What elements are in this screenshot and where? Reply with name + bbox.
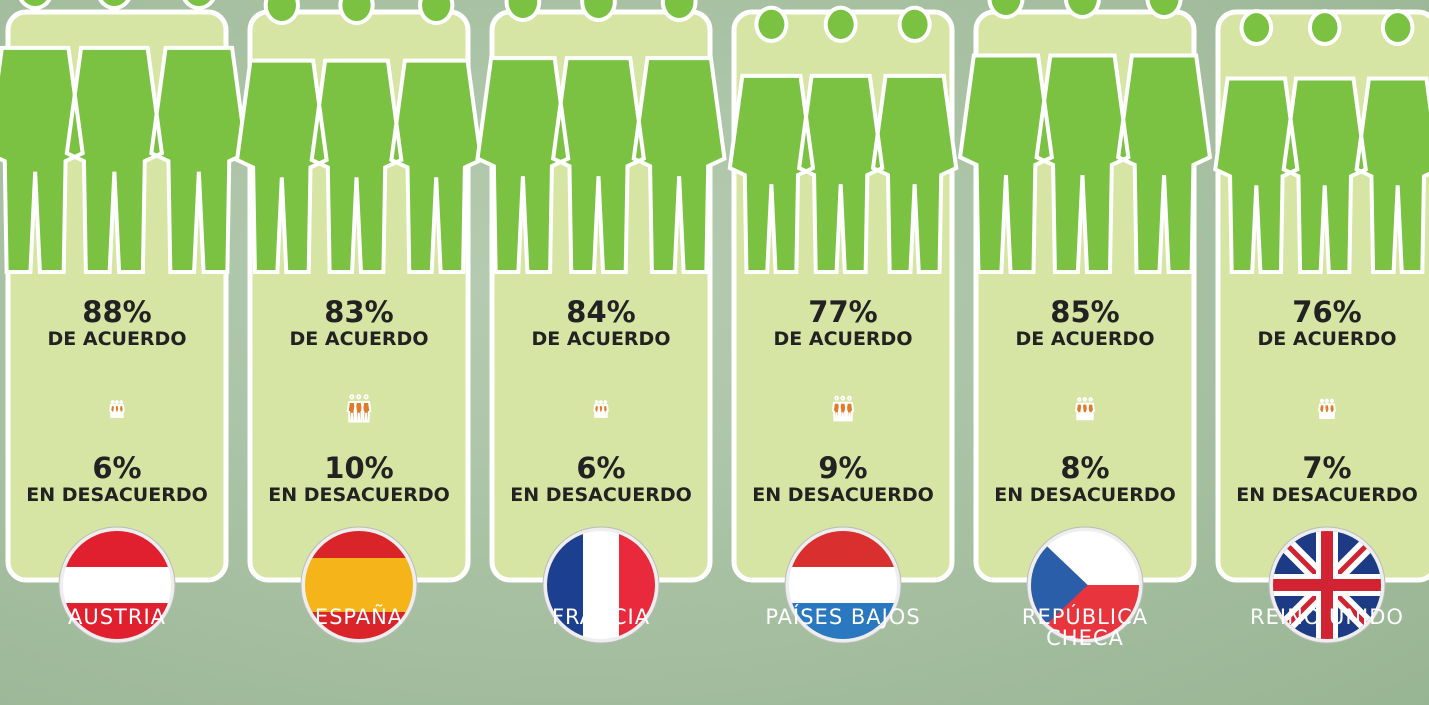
agree-value: 88% (82, 295, 151, 329)
flag-part (1321, 531, 1333, 639)
disagree-figures (831, 395, 855, 422)
disagree-label: EN DESACUERDO (752, 484, 934, 506)
agree-value: 83% (324, 295, 393, 329)
disagree-value: 10% (324, 451, 393, 485)
agree-label: DE ACUERDO (774, 328, 913, 350)
disagree-value: 9% (818, 451, 867, 485)
disagree-figures (346, 394, 372, 423)
country-label: REINO UNIDO (1250, 605, 1404, 629)
flag-part (1031, 531, 1088, 639)
flag-part (63, 567, 171, 603)
country-label: ESPAÑA (314, 605, 404, 629)
disagree-label: EN DESACUERDO (1236, 484, 1418, 506)
agree-label: DE ACUERDO (1016, 328, 1155, 350)
agree-figures (1213, 9, 1429, 275)
disagree-value: 6% (576, 451, 625, 485)
country-label: PAÍSES BAJOS (765, 605, 921, 629)
disagree-value: 8% (1060, 451, 1109, 485)
flag-part (305, 558, 413, 612)
agree-label: DE ACUERDO (532, 328, 671, 350)
disagree-value: 7% (1302, 451, 1351, 485)
agree-label: DE ACUERDO (48, 328, 187, 350)
agree-label: DE ACUERDO (1258, 328, 1397, 350)
agree-value: 77% (808, 295, 877, 329)
agree-figures (957, 0, 1213, 274)
country-label: AUSTRIA (67, 605, 167, 629)
agree-value: 85% (1050, 295, 1119, 329)
disagree-figures (1318, 398, 1336, 420)
agree-label: DE ACUERDO (290, 328, 429, 350)
agree-figures (475, 0, 727, 274)
disagree-value: 6% (92, 451, 141, 485)
flag-part (789, 567, 897, 603)
flag (1273, 531, 1381, 639)
agree-figures (0, 0, 249, 275)
disagree-label: EN DESACUERDO (510, 484, 692, 506)
disagree-label: EN DESACUERDO (268, 484, 450, 506)
flag (63, 531, 171, 639)
country-label: REPÚBLICA CHECA (1021, 605, 1149, 650)
flag (547, 531, 655, 639)
agree-value: 76% (1292, 295, 1361, 329)
disagree-figures (109, 400, 125, 418)
disagree-figures (1074, 397, 1096, 421)
agree-figures (727, 5, 959, 274)
agree-value: 84% (566, 295, 635, 329)
agree-figures (234, 0, 484, 275)
disagree-figures (593, 400, 609, 418)
disagree-label: EN DESACUERDO (994, 484, 1176, 506)
country-label: FRANCIA (551, 605, 651, 629)
flag-part (583, 531, 619, 639)
disagree-label: EN DESACUERDO (26, 484, 208, 506)
